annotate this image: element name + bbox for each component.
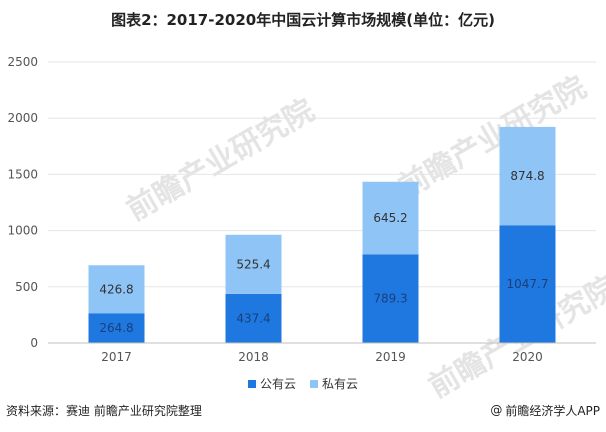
value-labels: 264.8 426.8 437.4 525.4 789.3 645.2 1047.7 874.…: [99, 169, 548, 335]
legend-label-private-cloud: 私有云: [322, 377, 359, 391]
data-label: 874.8: [510, 169, 544, 183]
y-tick-label: 500: [15, 280, 38, 294]
x-tick-label: 2019: [375, 350, 406, 364]
x-axis-tick-labels: 2017 2018 2019 2020: [101, 350, 543, 364]
data-label: 789.3: [373, 292, 407, 306]
bar-segment: [362, 254, 419, 343]
bars: [88, 126, 556, 343]
legend-item-public-cloud: 公有云: [247, 375, 296, 392]
data-label: 1047.7: [507, 277, 549, 291]
bar-segment: [362, 181, 419, 255]
data-label: 437.4: [236, 311, 270, 325]
data-label: 264.8: [99, 321, 133, 335]
y-axis-tick-labels: 0 500 1000 1500 2000 2500: [7, 55, 38, 350]
y-tick-label: 2000: [7, 111, 38, 125]
y-tick-label: 1000: [7, 224, 38, 238]
chart-title: 图表2：2017-2020年中国云计算市场规模(单位：亿元): [111, 11, 495, 29]
legend-label-public-cloud: 公有云: [259, 377, 296, 391]
x-tick-label: 2018: [238, 350, 269, 364]
legend-item-private-cloud: 私有云: [310, 375, 358, 392]
legend: 公有云 私有云: [0, 375, 606, 392]
legend-swatch-private-cloud: [310, 379, 318, 388]
stacked-bar-chart: 0 500 1000 1500 2000 2500 264.8 426.8 437.4 525.…: [7, 55, 596, 364]
data-label: 525.4: [236, 257, 270, 271]
bar-segment: [88, 265, 145, 314]
x-tick-label: 2017: [101, 350, 132, 364]
bar-segment: [225, 293, 282, 343]
brand-credit: @ 前瞻经济学人APP: [490, 402, 600, 419]
source-note: 资料来源：赛迪 前瞻产业研究院整理: [6, 403, 202, 418]
y-tick-label: 1500: [7, 167, 38, 181]
bar-segment: [499, 126, 556, 226]
y-tick-label: 2500: [7, 55, 38, 69]
at-symbol-icon: @: [490, 403, 503, 417]
y-tick-label: 0: [30, 336, 38, 350]
brand-name: 前瞻经济学人APP: [505, 403, 600, 418]
footer: 资料来源：赛迪 前瞻产业研究院整理 @ 前瞻经济学人APP: [6, 400, 600, 420]
legend-swatch-public-cloud: [247, 379, 256, 388]
data-label: 426.8: [99, 282, 133, 296]
bar-segment: [88, 313, 145, 343]
data-label: 645.2: [373, 211, 407, 225]
x-tick-label: 2020: [512, 350, 543, 364]
bar-segment: [499, 225, 556, 343]
bar-segment: [225, 234, 282, 294]
